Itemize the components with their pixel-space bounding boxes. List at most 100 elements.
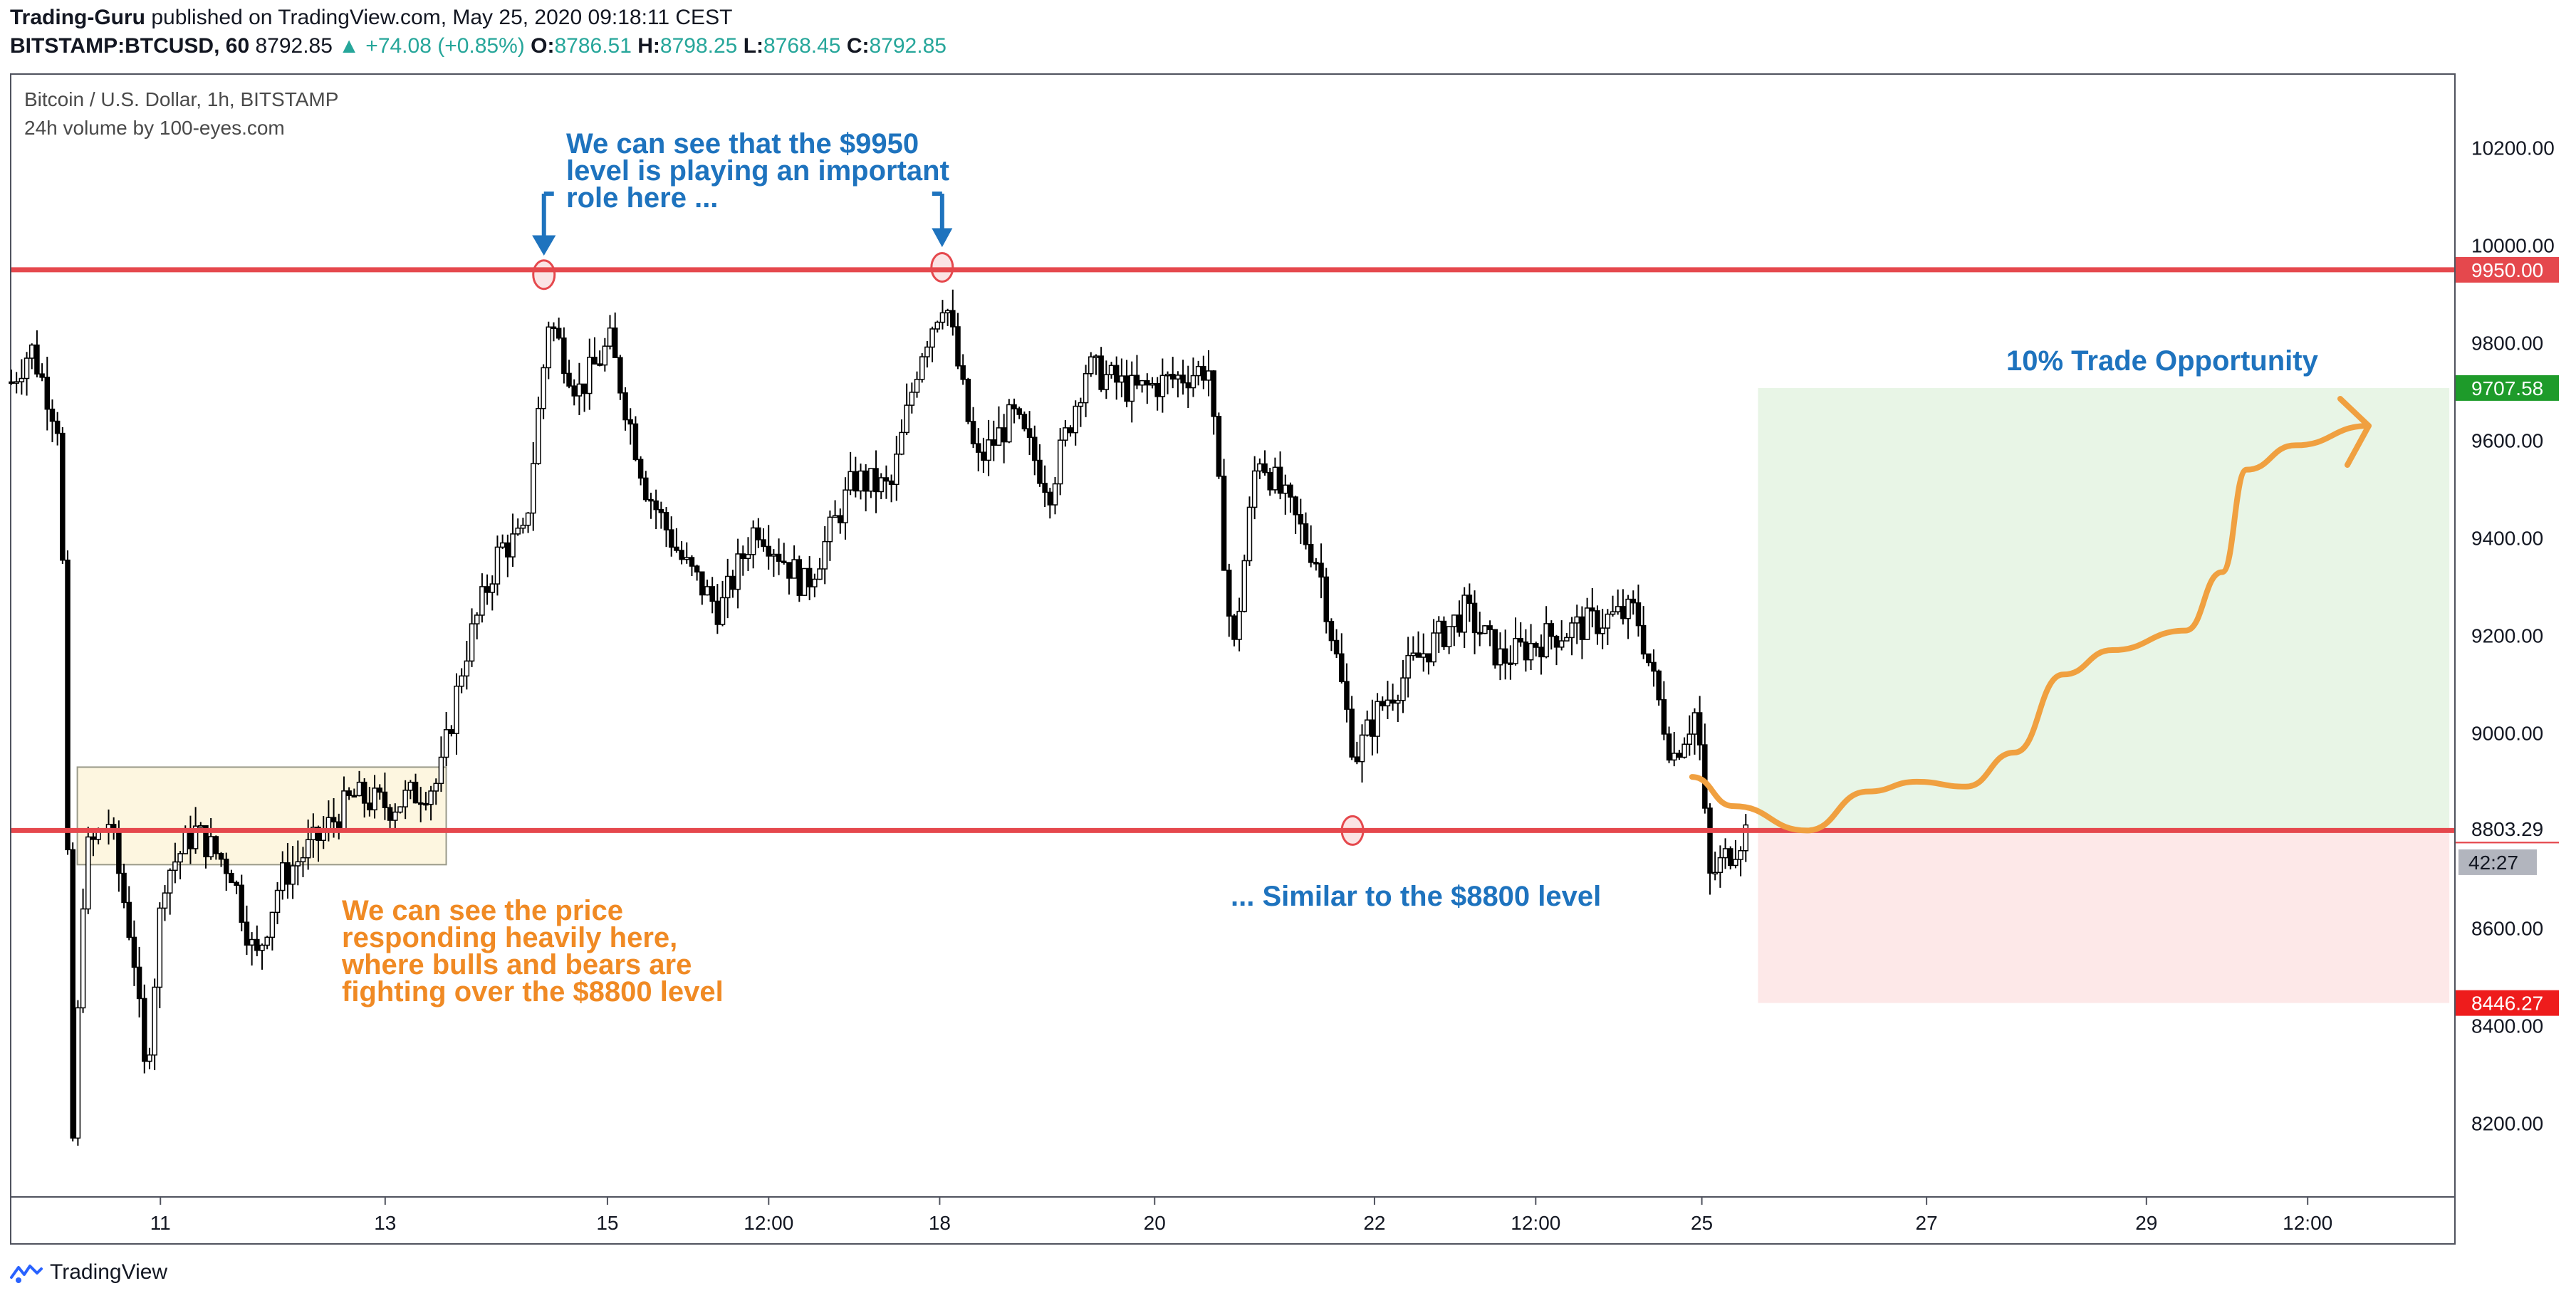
candle-body xyxy=(975,443,981,453)
candle-body xyxy=(929,328,935,348)
candle-body xyxy=(1553,635,1560,648)
candle-body xyxy=(90,836,96,840)
candle-body xyxy=(786,562,792,579)
price-change: ▲ +74.08 (+0.85%) xyxy=(338,34,525,58)
candle-body xyxy=(1471,602,1478,634)
candle-body xyxy=(719,597,726,625)
candle-body xyxy=(1456,614,1462,633)
candle-body xyxy=(981,451,986,461)
candle-body xyxy=(24,357,30,380)
candle-body xyxy=(1610,611,1616,615)
author-name[interactable]: Trading-Guru xyxy=(10,6,145,29)
candle-body xyxy=(192,825,199,849)
chart-annotation: We can see the price xyxy=(342,895,623,926)
candle-body xyxy=(530,463,536,514)
candle-body xyxy=(689,557,695,567)
x-axis-tick-label: 12:00 xyxy=(744,1212,793,1234)
footer-brand[interactable]: TradingView xyxy=(10,1260,167,1285)
candle-body xyxy=(515,527,521,535)
candle-body xyxy=(1681,743,1687,758)
candle-body xyxy=(121,872,127,904)
candle-body xyxy=(269,911,276,938)
candle-body xyxy=(1497,648,1503,666)
candle-body xyxy=(1063,427,1068,441)
candle-body xyxy=(182,830,188,854)
candle-body xyxy=(1635,602,1642,627)
candle-body xyxy=(781,560,787,563)
candle-body xyxy=(1241,560,1248,612)
pane-title: Bitcoin / U.S. Dollar, 1h, BITSTAMP xyxy=(24,88,339,110)
candle-body xyxy=(883,477,890,482)
x-axis-tick-label: 15 xyxy=(596,1212,618,1234)
candle-body xyxy=(1630,598,1637,604)
candle-body xyxy=(152,986,157,1056)
candle-body xyxy=(49,408,56,422)
y-axis-tick-label: 8600.00 xyxy=(2471,917,2543,939)
open-label: O: xyxy=(531,34,555,58)
candle-body xyxy=(147,1054,152,1062)
candle-body xyxy=(285,862,291,885)
candle-body xyxy=(213,836,219,854)
candle-body xyxy=(745,554,751,560)
x-axis-tick-label: 12:00 xyxy=(1511,1212,1560,1234)
x-axis-tick-label: 20 xyxy=(1144,1212,1166,1234)
y-axis-tick-label: 10200.00 xyxy=(2471,137,2555,159)
candle-body xyxy=(311,827,316,840)
candle-body xyxy=(1267,471,1273,491)
candle-body xyxy=(1400,677,1406,701)
candle-body xyxy=(34,344,40,375)
candle-body xyxy=(888,480,895,486)
candle-body xyxy=(449,729,454,734)
candle-body xyxy=(259,944,265,951)
candle-body xyxy=(1124,375,1130,402)
price-axis-border xyxy=(2454,73,2456,1245)
candle-body xyxy=(1318,563,1324,578)
candle-body xyxy=(1231,615,1237,640)
candle-body xyxy=(1564,637,1570,642)
candle-body xyxy=(1001,427,1007,443)
candle-body xyxy=(208,836,214,857)
ohlc-header: BITSTAMP:BTCUSD, 60 8792.85 ▲ +74.08 (+0… xyxy=(10,34,947,58)
y-axis-tick-label: 9600.00 xyxy=(2471,430,2543,452)
candle-body xyxy=(848,471,853,491)
candle-body xyxy=(279,862,286,891)
candle-body xyxy=(1590,607,1595,612)
candle-body xyxy=(704,586,710,596)
candle-body xyxy=(1395,699,1401,704)
candle-body xyxy=(1052,483,1058,506)
candle-body xyxy=(60,432,66,561)
candle-body xyxy=(873,468,879,493)
candle-body xyxy=(1677,753,1682,758)
candle-body xyxy=(1175,375,1181,380)
pointer-arrowhead xyxy=(532,235,556,256)
candle-body xyxy=(648,498,654,502)
candle-body xyxy=(939,312,946,323)
candle-body xyxy=(28,344,35,359)
candle-body xyxy=(771,553,777,557)
candle-body xyxy=(1661,699,1667,735)
candle-body xyxy=(407,781,414,791)
candle-body xyxy=(1513,638,1518,664)
x-axis-tick-label: 29 xyxy=(2135,1212,2157,1234)
candle-body xyxy=(177,853,183,863)
candle-body xyxy=(709,586,715,602)
candle-body xyxy=(1431,632,1436,663)
candle-body xyxy=(551,326,557,330)
candle-body xyxy=(556,328,562,339)
candle-body xyxy=(1047,491,1053,506)
touch-marker xyxy=(930,251,954,283)
candle-body xyxy=(1370,719,1375,737)
candle-body xyxy=(838,515,843,523)
candle-body xyxy=(1303,523,1309,545)
candle-body xyxy=(417,802,424,805)
candle-body xyxy=(1246,506,1253,562)
candle-body xyxy=(909,392,915,406)
candle-body xyxy=(157,907,163,988)
y-axis-tick-label: 9200.00 xyxy=(2471,625,2543,647)
pointer-arrowhead xyxy=(932,228,953,248)
footer-brand-label: TradingView xyxy=(50,1260,168,1284)
candle-body xyxy=(1579,616,1585,640)
candle-body xyxy=(229,872,234,884)
candle-body xyxy=(1333,639,1340,655)
